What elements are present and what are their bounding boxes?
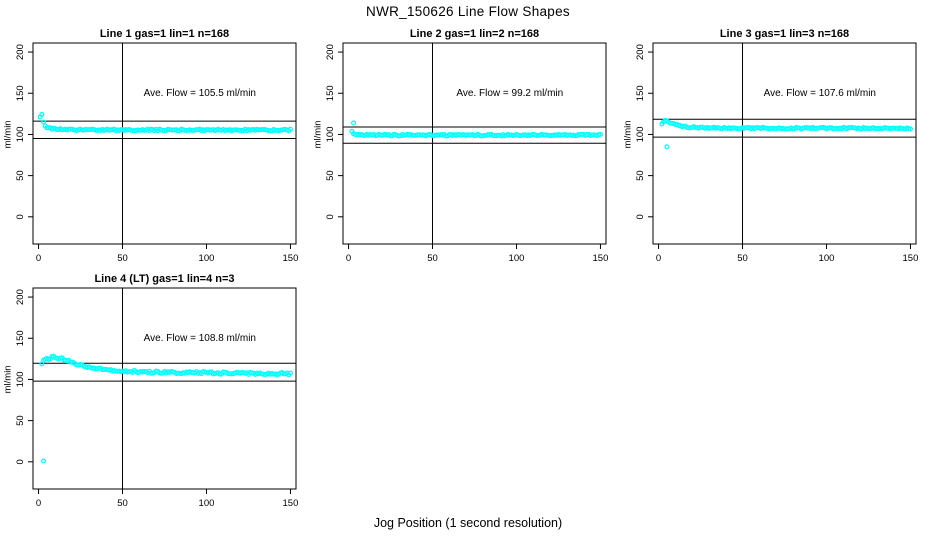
y-tick-label: 0 <box>15 459 26 464</box>
x-tick-label: 50 <box>117 498 128 509</box>
subplot-title: Line 2 gas=1 lin=2 n=168 <box>410 28 539 40</box>
y-tick-label: 50 <box>15 170 26 181</box>
y-tick-label: 200 <box>325 44 336 60</box>
plot-box <box>32 42 297 245</box>
x-tick-label: 50 <box>737 253 748 264</box>
x-tick-label: 0 <box>36 498 41 509</box>
y-tick-label: 0 <box>325 214 336 219</box>
x-tick-label: 100 <box>199 253 215 264</box>
y-tick-label: 100 <box>635 127 646 143</box>
plot-box <box>652 42 917 245</box>
x-axis-global-label: Jog Position (1 second resolution) <box>373 516 563 530</box>
x-tick-label: 0 <box>346 253 351 264</box>
data-point <box>41 119 47 125</box>
ave-flow-annotation: Ave. Flow = 99.2 ml/min <box>456 88 563 99</box>
y-tick-label: 150 <box>15 85 26 101</box>
subplot-title: Line 3 gas=1 lin=3 n=168 <box>720 28 849 40</box>
y-tick-label: 150 <box>635 85 646 101</box>
y-tick-label: 100 <box>15 372 26 388</box>
data-point <box>907 126 913 132</box>
y-tick-label: 200 <box>635 44 646 60</box>
data-point <box>287 370 293 376</box>
y-tick-label: 100 <box>15 127 26 143</box>
y-axis-label: ml/min <box>3 120 14 148</box>
y-tick-label: 50 <box>325 170 336 181</box>
y-tick-label: 50 <box>15 415 26 426</box>
data-point <box>597 131 603 137</box>
y-axis-label: ml/min <box>3 365 14 393</box>
subplot-line-1: Line 1 gas=1 lin=1 n=168 Ave. Flow = 105… <box>3 28 299 264</box>
outlier-point <box>41 458 47 464</box>
x-tick-label: 150 <box>593 253 609 264</box>
y-tick-label: 150 <box>325 85 336 101</box>
outlier-point <box>351 120 357 126</box>
x-tick-label: 100 <box>509 253 525 264</box>
subplot-line-2: Line 2 gas=1 lin=2 n=168 Ave. Flow = 99.… <box>313 28 609 264</box>
y-tick-label: 0 <box>635 214 646 219</box>
x-tick-label: 100 <box>819 253 835 264</box>
subplot-line-3: Line 3 gas=1 lin=3 n=168 Ave. Flow = 107… <box>623 28 919 264</box>
main-title: NWR_150626 Line Flow Shapes <box>366 4 570 19</box>
data-point <box>39 361 45 367</box>
plot-box <box>32 287 297 490</box>
ave-flow-annotation: Ave. Flow = 107.6 ml/min <box>764 88 876 99</box>
data-point <box>287 126 293 132</box>
y-tick-label: 200 <box>15 44 26 60</box>
ave-flow-annotation: Ave. Flow = 108.8 ml/min <box>144 333 256 344</box>
ave-flow-annotation: Ave. Flow = 105.5 ml/min <box>144 88 256 99</box>
subplot-title: Line 1 gas=1 lin=1 n=168 <box>100 28 229 40</box>
x-tick-label: 50 <box>427 253 438 264</box>
subplot-line-4: Line 4 (LT) gas=1 lin=4 n=3 Ave. Flow = … <box>3 273 299 509</box>
outlier-point <box>664 144 670 150</box>
data-point <box>39 111 45 117</box>
y-tick-label: 100 <box>325 127 336 143</box>
x-tick-label: 150 <box>283 498 299 509</box>
x-tick-label: 50 <box>117 253 128 264</box>
y-tick-label: 50 <box>635 170 646 181</box>
y-tick-label: 200 <box>15 289 26 305</box>
x-tick-label: 100 <box>199 498 215 509</box>
data-point <box>217 371 223 377</box>
x-tick-label: 0 <box>36 253 41 264</box>
y-tick-label: 0 <box>15 214 26 219</box>
x-tick-label: 0 <box>656 253 661 264</box>
y-axis-label: ml/min <box>313 120 324 148</box>
y-tick-label: 150 <box>15 330 26 346</box>
y-axis-label: ml/min <box>623 120 634 148</box>
x-tick-label: 150 <box>903 253 919 264</box>
subplot-title: Line 4 (LT) gas=1 lin=4 n=3 <box>94 273 234 285</box>
x-tick-label: 150 <box>283 253 299 264</box>
